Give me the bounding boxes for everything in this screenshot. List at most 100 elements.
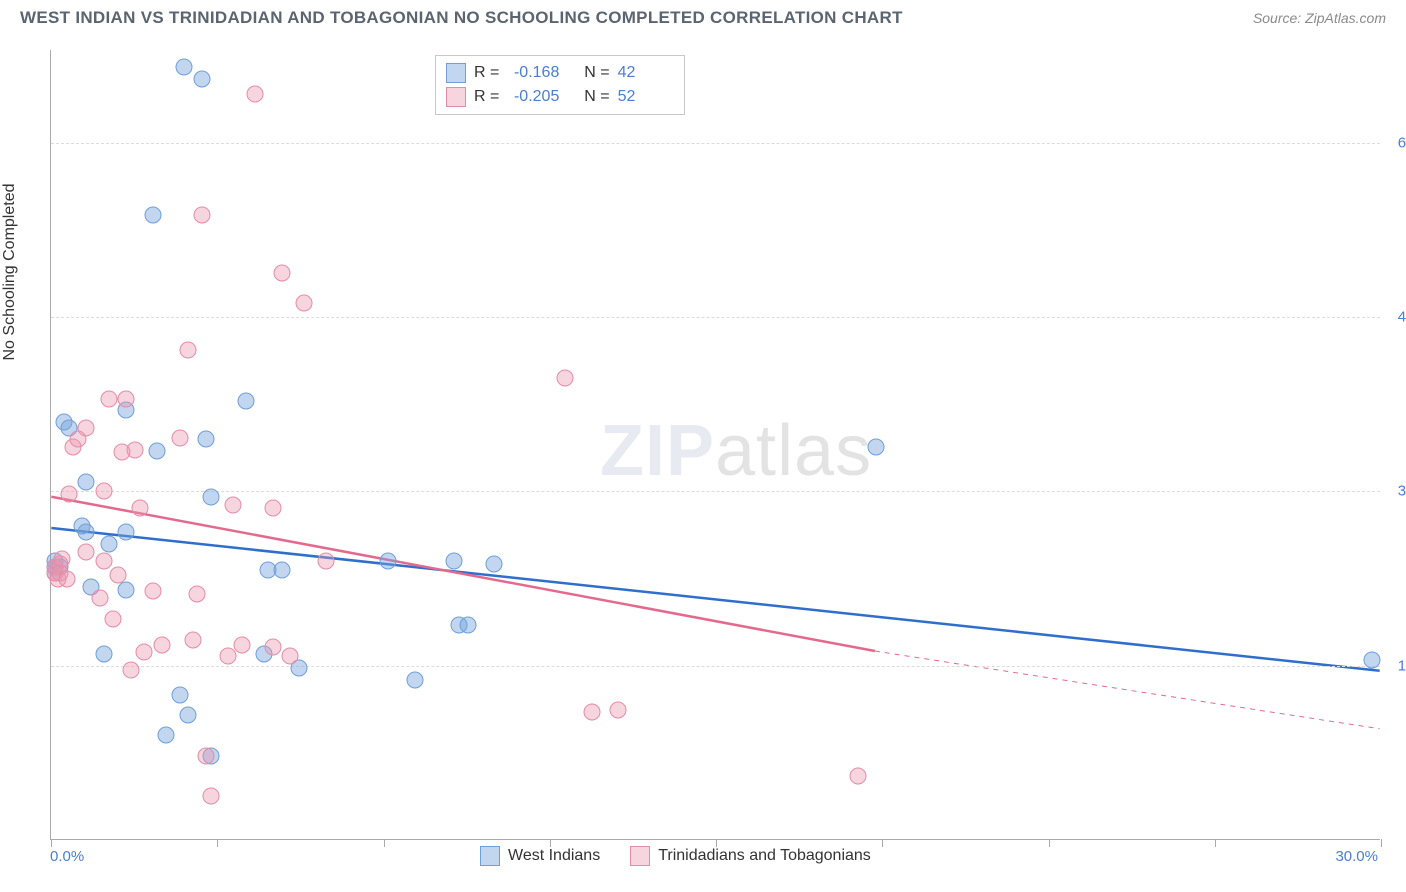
x-tick [217,839,218,847]
data-point [317,553,334,570]
y-tick-label: 3.0% [1398,483,1406,500]
data-point [127,441,144,458]
data-point [91,590,108,607]
data-point [54,550,71,567]
data-point [867,439,884,456]
data-point [78,543,95,560]
data-point [610,701,627,718]
data-point [180,341,197,358]
n-value: 42 [618,64,670,82]
data-point [583,704,600,721]
data-point [144,206,161,223]
x-axis-label-left: 0.0% [50,848,84,865]
data-point [189,585,206,602]
data-point [109,567,126,584]
series-legend: West Indians Trinidadians and Tobagonians [480,846,871,866]
data-point [264,499,281,516]
data-point [557,369,574,386]
y-tick-label: 6.0% [1398,134,1406,151]
data-point [118,582,135,599]
data-point [379,553,396,570]
data-point [158,727,175,744]
data-point [58,570,75,587]
legend-label: Trinidadians and Tobagonians [658,847,871,865]
data-point [202,787,219,804]
y-tick-label: 4.5% [1398,309,1406,326]
y-axis-title: No Schooling Completed [1,184,19,361]
data-point [273,265,290,282]
data-point [96,646,113,663]
data-point [198,431,215,448]
data-point [118,390,135,407]
data-point [96,483,113,500]
data-point [282,648,299,665]
data-point [849,768,866,785]
data-point [198,748,215,765]
legend-swatch [446,63,466,83]
data-point [149,442,166,459]
data-point [202,489,219,506]
r-value: -0.168 [507,64,559,82]
stats-legend: R = -0.168 N = 42 R = -0.205 N = 52 [435,55,685,115]
data-point [122,662,139,679]
data-point [60,485,77,502]
data-point [78,419,95,436]
x-tick [882,839,883,847]
data-point [105,611,122,628]
data-point [100,390,117,407]
legend-swatch [446,87,466,107]
n-label: N = [584,64,609,82]
data-point [184,632,201,649]
data-point [118,524,135,541]
data-point [171,430,188,447]
legend-item: Trinidadians and Tobagonians [630,846,871,866]
legend-swatch [630,846,650,866]
stats-legend-row: R = -0.205 N = 52 [446,85,670,109]
data-point [176,59,193,76]
data-point [78,474,95,491]
legend-item: West Indians [480,846,600,866]
data-point [238,392,255,409]
data-point [446,553,463,570]
data-point [136,643,153,660]
plot-area: 1.5%3.0%4.5%6.0% [50,50,1380,840]
r-label: R = [474,88,499,106]
n-value: 52 [618,88,670,106]
data-point [264,639,281,656]
x-tick [384,839,385,847]
gridline [51,491,1380,492]
data-point [96,553,113,570]
y-tick-label: 1.5% [1398,657,1406,674]
data-point [100,535,117,552]
data-point [273,562,290,579]
data-point [233,636,250,653]
stats-legend-row: R = -0.168 N = 42 [446,61,670,85]
data-point [131,499,148,516]
r-value: -0.205 [507,88,559,106]
x-tick [51,839,52,847]
gridline [51,143,1380,144]
chart-title: WEST INDIAN VS TRINIDADIAN AND TOBAGONIA… [20,8,903,28]
regression-line [51,528,1379,671]
data-point [295,295,312,312]
data-point [180,706,197,723]
r-label: R = [474,64,499,82]
source-label: Source: ZipAtlas.com [1253,10,1386,26]
n-label: N = [584,88,609,106]
data-point [224,497,241,514]
x-axis-label-right: 30.0% [1335,848,1378,865]
data-point [1364,651,1381,668]
data-point [171,686,188,703]
data-point [78,524,95,541]
data-point [144,583,161,600]
data-point [193,71,210,88]
regression-lines-layer [51,50,1380,839]
x-tick [1381,839,1382,847]
data-point [153,636,170,653]
data-point [459,617,476,634]
regression-line [875,651,1380,729]
data-point [193,206,210,223]
data-point [406,671,423,688]
data-point [220,648,237,665]
data-point [486,555,503,572]
